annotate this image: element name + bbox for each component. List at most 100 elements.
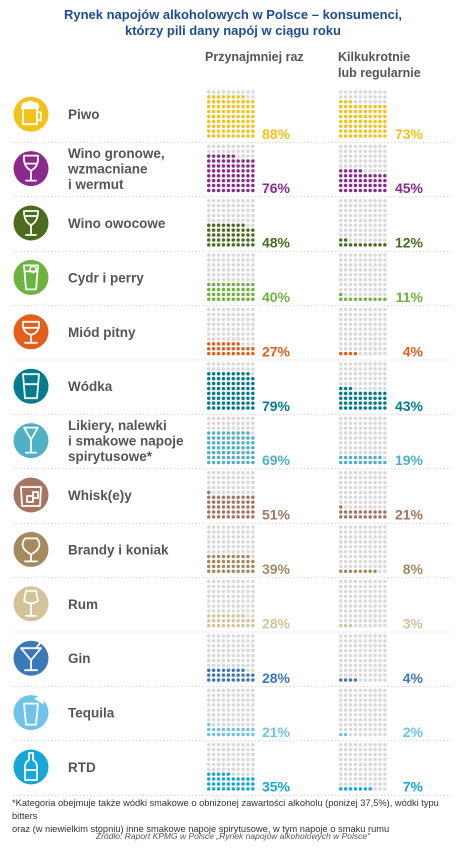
regularly-dot-empty <box>363 693 367 697</box>
at-least-once-dot-empty <box>251 268 255 272</box>
at-least-once-dot-filled <box>226 134 231 138</box>
regularly-dot-empty <box>363 263 367 267</box>
regularly-dot-filled <box>373 297 377 301</box>
regularly-dot-empty <box>383 480 387 485</box>
at-least-once-dot-filled <box>226 372 231 376</box>
regularly-dot-empty <box>363 95 367 99</box>
regularly-dot-empty <box>343 213 348 218</box>
regularly-dot-filled <box>363 129 367 133</box>
regularly-dot-empty <box>353 530 358 534</box>
regularly-dot-filled <box>373 515 377 519</box>
at-least-once-dot-filled <box>241 159 245 163</box>
at-least-once-dot-empty <box>231 713 235 717</box>
regularly-dot-empty <box>339 312 343 317</box>
at-least-once-dot-filled <box>236 129 240 133</box>
regularly-dot-filled <box>373 114 377 119</box>
regularly-dot-empty <box>358 678 363 682</box>
at-least-once-dot-empty <box>241 579 245 584</box>
regularly-dot-empty <box>383 713 387 717</box>
regularly-dot-empty <box>363 777 367 781</box>
at-least-once-dot-empty <box>231 752 235 757</box>
regularly-dot-filled <box>378 396 382 400</box>
at-least-once-dot-empty <box>241 644 245 648</box>
regularly-dot-empty <box>383 307 387 312</box>
at-least-once-dot-empty <box>241 149 245 153</box>
regularly-dot-empty <box>348 708 353 712</box>
regularly-dot-filled <box>339 406 343 410</box>
at-least-once-dot-filled <box>221 154 226 158</box>
regularly-dot-empty <box>353 367 358 371</box>
at-least-once-dot-empty <box>231 722 235 727</box>
at-least-once-dot-filled <box>231 569 235 573</box>
regularly-dot-empty <box>378 347 382 351</box>
at-least-once-dot-filled <box>231 623 235 628</box>
at-least-once-dot-empty <box>226 634 231 638</box>
at-least-once-dot-filled <box>246 228 250 232</box>
regularly-dot-empty <box>358 653 363 658</box>
regularly-dot-empty <box>339 644 343 648</box>
regularly-dot-filled <box>378 391 382 396</box>
at-least-once-dot-empty <box>241 639 245 643</box>
regularly-dot-empty <box>368 446 372 450</box>
regularly-dot-empty <box>373 228 377 232</box>
at-least-once-dot-filled <box>226 243 231 247</box>
regularly-dot-filled <box>339 100 343 104</box>
at-least-once-dot-filled <box>246 441 250 445</box>
regularly-dot-empty <box>368 169 372 173</box>
regularly-dot-empty <box>358 164 363 168</box>
regularly-dot-empty <box>363 747 367 752</box>
at-least-once-dot-filled <box>251 124 255 128</box>
at-least-once-dot-empty <box>246 90 250 94</box>
at-least-once-dot-empty <box>241 688 245 693</box>
at-least-once-dot-empty <box>226 604 231 608</box>
regularly-dot-empty <box>343 708 348 712</box>
at-least-once-dot-empty <box>236 698 240 702</box>
regularly-dot-empty <box>363 342 367 346</box>
regularly-dot-empty <box>343 203 348 208</box>
regularly-dot-empty <box>343 495 348 499</box>
at-least-once-dot-empty <box>221 743 226 747</box>
regularly-dot-empty <box>339 253 343 257</box>
at-least-once-dot-empty <box>207 609 211 613</box>
regularly-dot-filled <box>353 455 358 460</box>
regularly-dot-empty <box>378 693 382 697</box>
regularly-dot-filled <box>343 119 348 124</box>
at-least-once-dot-empty <box>216 639 221 643</box>
regularly-dot-filled <box>339 238 343 242</box>
regularly-dot-empty <box>353 199 358 203</box>
regularly-dot-filled <box>353 104 358 109</box>
regularly-dot-filled <box>373 109 377 114</box>
at-least-once-dot-empty <box>246 317 250 322</box>
at-least-once-dot-empty <box>231 609 235 613</box>
regularly-dot-empty <box>339 426 343 430</box>
at-least-once-dot-empty <box>236 421 240 425</box>
at-least-once-dot-empty <box>231 743 235 747</box>
regularly-dot-empty <box>373 273 377 277</box>
at-least-once-dot-empty <box>211 253 216 257</box>
at-least-once-dot-empty <box>226 490 231 495</box>
at-least-once-dot-filled <box>231 401 235 405</box>
at-least-once-dot-empty <box>236 639 240 643</box>
regularly-dot-empty <box>348 164 353 168</box>
regularly-dot-empty <box>383 208 387 213</box>
category-label: Miód pitny <box>68 325 136 340</box>
regularly-dot-empty <box>373 282 377 287</box>
at-least-once-dot-empty <box>241 713 245 717</box>
regularly-dot-empty <box>348 416 353 421</box>
at-least-once-dot-empty <box>251 263 255 267</box>
at-least-once-dot-filled <box>246 436 250 440</box>
regularly-dot-empty <box>353 594 358 598</box>
regularly-dot-empty <box>368 218 372 223</box>
at-least-once-dot-filled <box>221 673 226 677</box>
at-least-once-dot-filled <box>226 673 231 677</box>
regularly-dot-empty <box>353 149 358 153</box>
regularly-dot-empty <box>373 732 377 737</box>
regularly-dot-empty <box>368 431 372 435</box>
at-least-once-dot-filled <box>231 347 235 351</box>
at-least-once-dot-empty <box>231 718 235 722</box>
regularly-dot-empty <box>343 722 348 727</box>
at-least-once-dot-filled <box>251 727 255 732</box>
regularly-dot-empty <box>363 480 367 485</box>
regularly-dot-empty <box>358 490 363 495</box>
at-least-once-dot-empty <box>216 475 221 480</box>
